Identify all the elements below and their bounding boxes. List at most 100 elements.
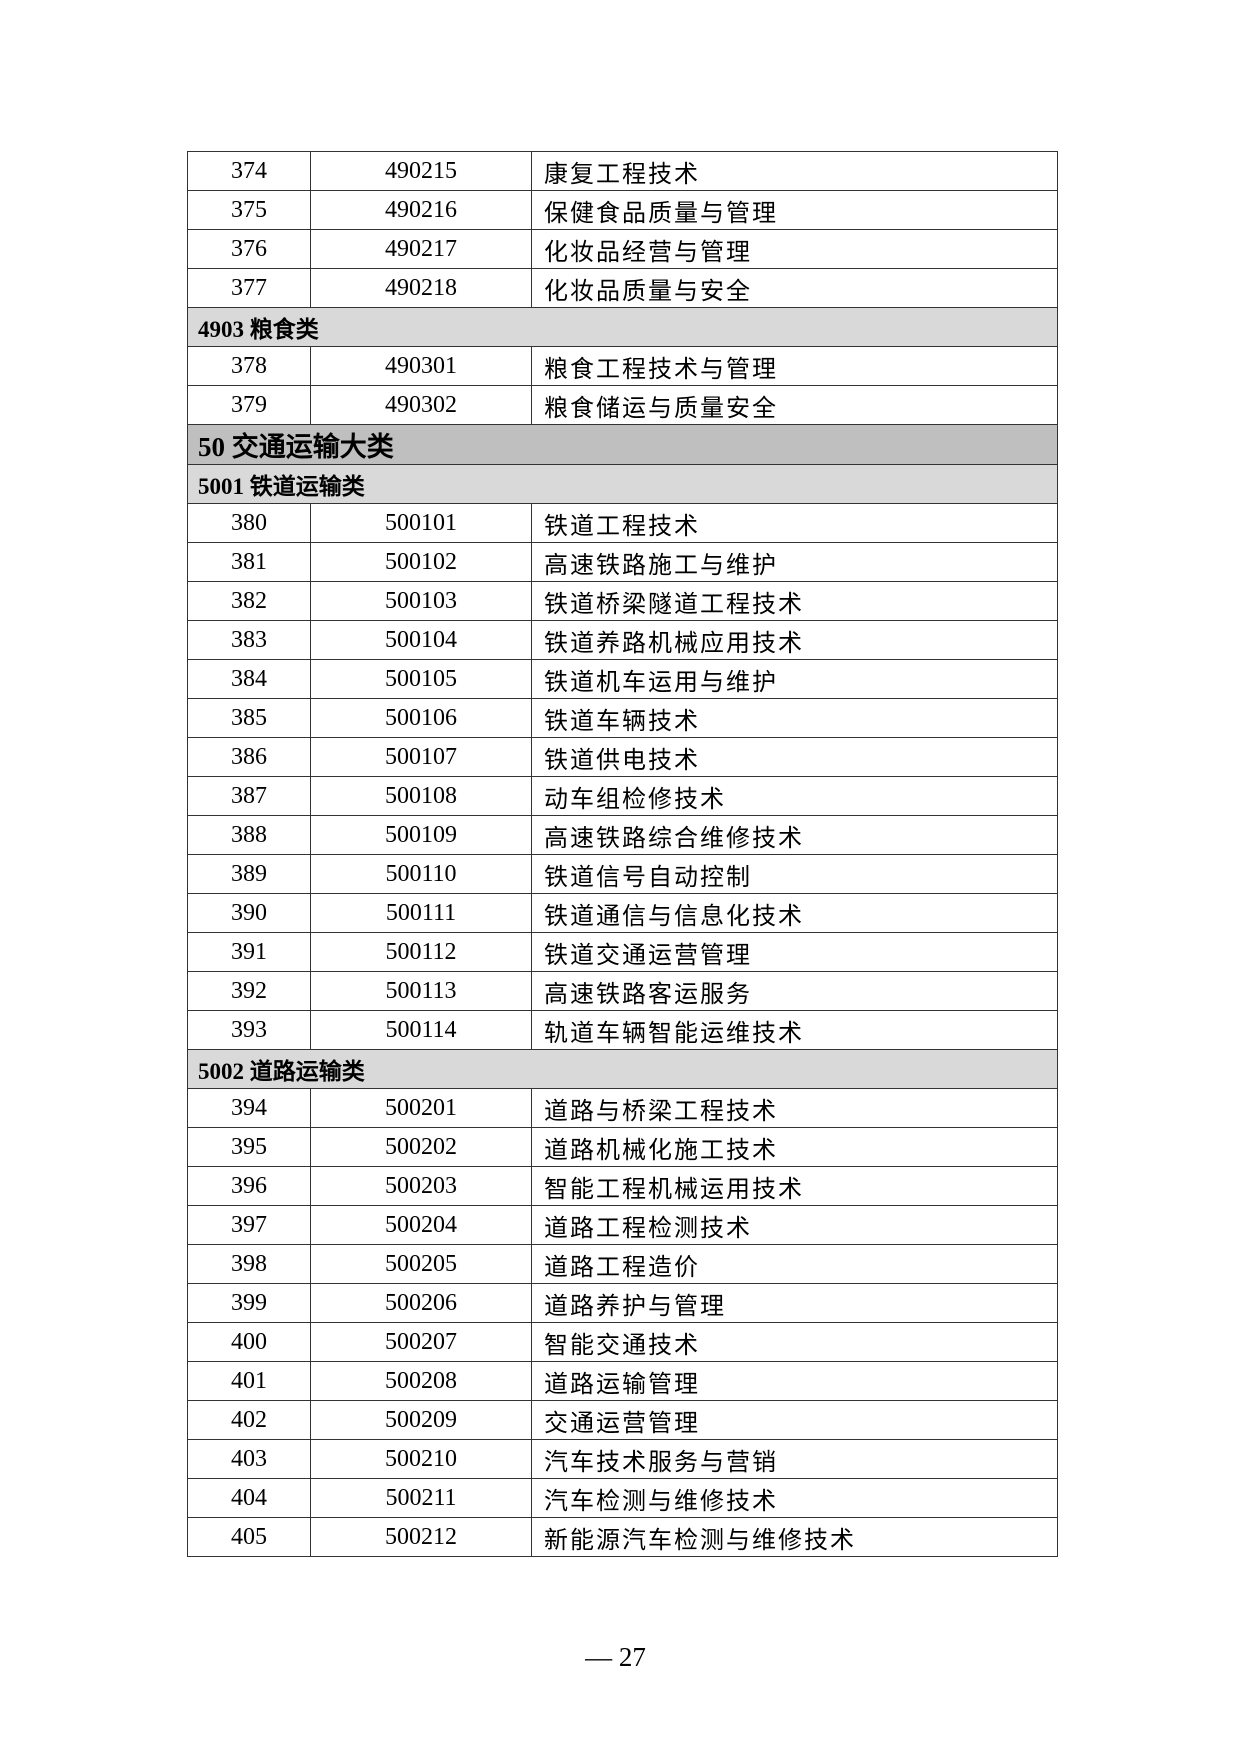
subcategory-row: 5001 铁道运输类 (187, 464, 1058, 504)
category-label: 5001 铁道运输类 (187, 464, 1058, 504)
program-name: 动车组检修技术 (531, 776, 1058, 816)
row-number: 379 (187, 385, 311, 425)
program-code: 500203 (310, 1166, 532, 1206)
program-code: 500205 (310, 1244, 532, 1284)
program-code: 500210 (310, 1439, 532, 1479)
program-name: 铁道车辆技术 (531, 698, 1058, 738)
row-number: 389 (187, 854, 311, 894)
table-row: 404 500211 汽车检测与维修技术 (187, 1478, 1058, 1518)
table-row: 397 500204 道路工程检测技术 (187, 1205, 1058, 1245)
program-code: 500101 (310, 503, 532, 543)
row-number: 399 (187, 1283, 311, 1323)
program-code: 500112 (310, 932, 532, 972)
program-name: 高速铁路施工与维护 (531, 542, 1058, 582)
program-table: 374 490215 康复工程技术 375 490216 保健食品质量与管理 376 4902… (187, 151, 1058, 1557)
program-code: 500207 (310, 1322, 532, 1362)
row-number: 375 (187, 190, 311, 230)
program-name: 保健食品质量与管理 (531, 190, 1058, 230)
program-code: 500109 (310, 815, 532, 855)
program-name: 铁道养路机械应用技术 (531, 620, 1058, 660)
table-row: 402 500209 交通运营管理 (187, 1400, 1058, 1440)
table-row: 396 500203 智能工程机械运用技术 (187, 1166, 1058, 1206)
row-number: 402 (187, 1400, 311, 1440)
table-row: 401 500208 道路运输管理 (187, 1361, 1058, 1401)
row-number: 382 (187, 581, 311, 621)
program-name: 汽车检测与维修技术 (531, 1478, 1058, 1518)
row-number: 383 (187, 620, 311, 660)
row-number: 404 (187, 1478, 311, 1518)
program-name: 道路工程造价 (531, 1244, 1058, 1284)
program-code: 500209 (310, 1400, 532, 1440)
program-code: 500110 (310, 854, 532, 894)
program-name: 道路机械化施工技术 (531, 1127, 1058, 1167)
row-number: 396 (187, 1166, 311, 1206)
row-number: 378 (187, 346, 311, 386)
table-row: 387 500108 动车组检修技术 (187, 776, 1058, 816)
table-row: 392 500113 高速铁路客运服务 (187, 971, 1058, 1011)
row-number: 393 (187, 1010, 311, 1050)
table-row: 386 500107 铁道供电技术 (187, 737, 1058, 777)
row-number: 387 (187, 776, 311, 816)
program-code: 500201 (310, 1088, 532, 1128)
program-code: 500105 (310, 659, 532, 699)
table-row: 381 500102 高速铁路施工与维护 (187, 542, 1058, 582)
program-name: 汽车技术服务与营销 (531, 1439, 1058, 1479)
row-number: 390 (187, 893, 311, 933)
row-number: 400 (187, 1322, 311, 1362)
row-number: 374 (187, 151, 311, 191)
table-row: 398 500205 道路工程造价 (187, 1244, 1058, 1284)
program-code: 490218 (310, 268, 532, 308)
row-number: 394 (187, 1088, 311, 1128)
program-code: 500202 (310, 1127, 532, 1167)
program-code: 500106 (310, 698, 532, 738)
table-row: 403 500210 汽车技术服务与营销 (187, 1439, 1058, 1479)
row-number: 386 (187, 737, 311, 777)
program-name: 高速铁路综合维修技术 (531, 815, 1058, 855)
table-row: 391 500112 铁道交通运营管理 (187, 932, 1058, 972)
program-code: 500108 (310, 776, 532, 816)
program-name: 化妆品经营与管理 (531, 229, 1058, 269)
program-code: 490301 (310, 346, 532, 386)
row-number: 395 (187, 1127, 311, 1167)
table-row: 379 490302 粮食储运与质量安全 (187, 385, 1058, 425)
row-number: 401 (187, 1361, 311, 1401)
program-name: 铁道桥梁隧道工程技术 (531, 581, 1058, 621)
program-code: 500102 (310, 542, 532, 582)
row-number: 405 (187, 1517, 311, 1557)
category-label: 50 交通运输大类 (187, 424, 1058, 465)
row-number: 380 (187, 503, 311, 543)
program-name: 康复工程技术 (531, 151, 1058, 191)
row-number: 397 (187, 1205, 311, 1245)
table-row: 383 500104 铁道养路机械应用技术 (187, 620, 1058, 660)
program-name: 铁道工程技术 (531, 503, 1058, 543)
table-row: 399 500206 道路养护与管理 (187, 1283, 1058, 1323)
table-row: 393 500114 轨道车辆智能运维技术 (187, 1010, 1058, 1050)
table-row: 395 500202 道路机械化施工技术 (187, 1127, 1058, 1167)
program-name: 铁道通信与信息化技术 (531, 893, 1058, 933)
table-row: 394 500201 道路与桥梁工程技术 (187, 1088, 1058, 1128)
program-name: 粮食储运与质量安全 (531, 385, 1058, 425)
program-name: 智能工程机械运用技术 (531, 1166, 1058, 1206)
program-name: 粮食工程技术与管理 (531, 346, 1058, 386)
table-row: 389 500110 铁道信号自动控制 (187, 854, 1058, 894)
program-code: 500208 (310, 1361, 532, 1401)
table-row: 378 490301 粮食工程技术与管理 (187, 346, 1058, 386)
program-name: 交通运营管理 (531, 1400, 1058, 1440)
program-code: 500211 (310, 1478, 532, 1518)
row-number: 388 (187, 815, 311, 855)
program-name: 新能源汽车检测与维修技术 (531, 1517, 1058, 1557)
table-row: 405 500212 新能源汽车检测与维修技术 (187, 1517, 1058, 1557)
program-name: 高速铁路客运服务 (531, 971, 1058, 1011)
table-row: 382 500103 铁道桥梁隧道工程技术 (187, 581, 1058, 621)
major-category-row: 50 交通运输大类 (187, 424, 1058, 465)
row-number: 391 (187, 932, 311, 972)
program-code: 500111 (310, 893, 532, 933)
program-code: 500103 (310, 581, 532, 621)
category-label: 5002 道路运输类 (187, 1049, 1058, 1089)
table-row: 385 500106 铁道车辆技术 (187, 698, 1058, 738)
row-number: 384 (187, 659, 311, 699)
row-number: 376 (187, 229, 311, 269)
program-name: 道路与桥梁工程技术 (531, 1088, 1058, 1128)
program-name: 铁道供电技术 (531, 737, 1058, 777)
